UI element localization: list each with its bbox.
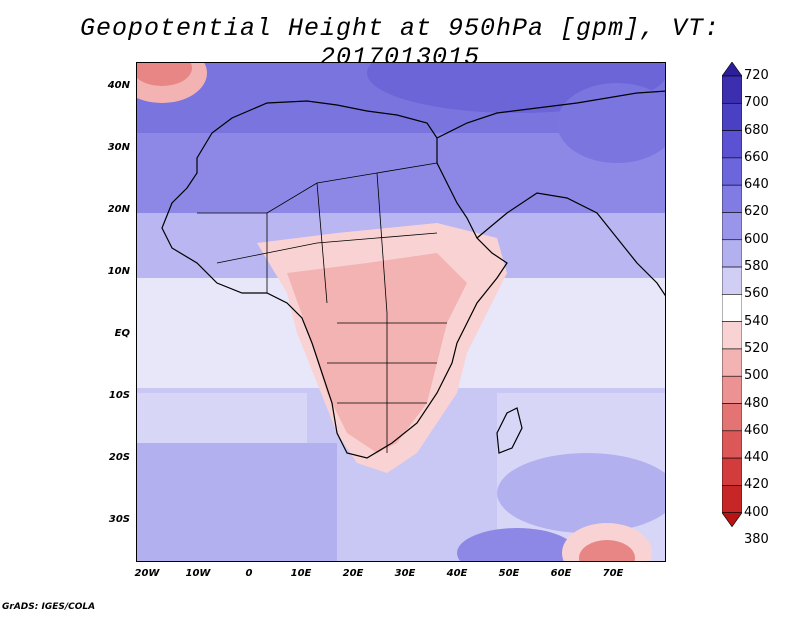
colorbar-top-arrow xyxy=(722,62,742,77)
lon-label-0: 0 xyxy=(245,568,253,579)
lon-label-10w: 10W xyxy=(185,568,211,579)
colorbar-swatch xyxy=(722,403,742,432)
colorbar-swatch xyxy=(722,157,742,186)
colorbar-level-label: 700 xyxy=(744,95,769,111)
colorbar-swatch xyxy=(722,457,742,486)
colorbar-level-label: 680 xyxy=(744,122,769,138)
colorbar-swatch xyxy=(722,239,742,268)
lon-label-30e: 30E xyxy=(394,568,416,579)
colorbar-level-label: 380 xyxy=(744,532,769,547)
lon-label-50e: 50E xyxy=(498,568,520,579)
coastlines xyxy=(161,90,665,459)
colorbar-level-label: 420 xyxy=(744,477,769,493)
colorbar-swatch xyxy=(722,130,742,159)
colorbar-swatch xyxy=(722,321,742,350)
colorbar-swatch xyxy=(722,375,742,404)
colorbar-swatch xyxy=(722,430,742,459)
country-borders xyxy=(197,162,447,453)
colorbar-level-label: 460 xyxy=(744,422,769,438)
colorbar-swatch xyxy=(722,485,742,514)
colorbar-level-label: 600 xyxy=(744,231,769,247)
colorbar-level-label: 640 xyxy=(744,177,769,193)
colorbar-level-label: 400 xyxy=(744,504,769,520)
colorbar-swatch xyxy=(722,212,742,241)
colorbar-swatch xyxy=(722,102,742,131)
lon-label-60e: 60E xyxy=(550,568,572,579)
map-canvas xyxy=(137,63,665,561)
lon-label-20e: 20E xyxy=(342,568,364,579)
map-panel xyxy=(136,62,666,562)
lat-label-eq: EQ xyxy=(114,328,130,339)
lat-label-10n: 10N xyxy=(107,266,130,277)
lat-label-30s: 30S xyxy=(108,514,130,525)
colorbar-level-label: 560 xyxy=(744,286,769,302)
colorbar xyxy=(722,62,742,528)
chart-title: Geopotential Height at 950hPa [gpm], VT:… xyxy=(79,14,721,72)
lon-label-70e: 70E xyxy=(602,568,624,579)
colorbar-level-label: 580 xyxy=(744,259,769,275)
colorbar-level-label: 520 xyxy=(744,340,769,356)
colorbar-level-label: 440 xyxy=(744,450,769,466)
colorbar-bottom-arrow xyxy=(722,512,742,528)
colorbar-level-label: 500 xyxy=(744,368,769,384)
colorbar-level-label: 540 xyxy=(744,313,769,329)
lat-label-40n: 40N xyxy=(107,80,130,91)
colorbar-swatch xyxy=(722,184,742,213)
colorbar-swatch xyxy=(722,75,742,104)
colorbar-level-label: 660 xyxy=(744,149,769,165)
colorbar-swatch xyxy=(722,348,742,377)
lon-label-10e: 10E xyxy=(290,568,312,579)
lon-label-40e: 40E xyxy=(446,568,468,579)
colorbar-swatch xyxy=(722,294,742,322)
grads-credit: GrADS: IGES/COLA xyxy=(2,602,96,612)
colorbar-swatch xyxy=(722,266,742,295)
lat-label-20n: 20N xyxy=(107,204,130,215)
lat-label-30n: 30N xyxy=(107,142,130,153)
lon-label-20w: 20W xyxy=(134,568,160,579)
colorbar-level-label: 620 xyxy=(744,204,769,220)
lat-label-20s: 20S xyxy=(108,452,130,463)
lat-label-10s: 10S xyxy=(108,390,130,401)
colorbar-level-label: 720 xyxy=(744,68,769,83)
colorbar-level-label: 480 xyxy=(744,395,769,411)
